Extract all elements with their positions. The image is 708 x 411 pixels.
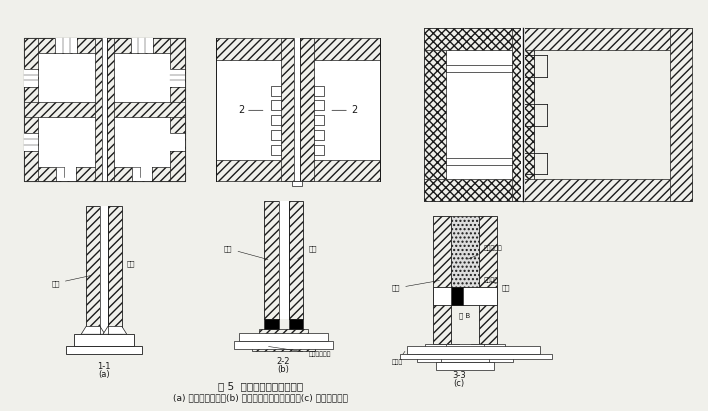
Bar [23, 166, 185, 181]
Bar [100, 206, 108, 334]
Bar [314, 115, 324, 125]
Bar [289, 201, 304, 319]
Bar [57, 166, 76, 181]
Bar [171, 69, 185, 87]
Bar [74, 334, 134, 346]
Bar [171, 38, 185, 181]
Text: 水泥砂浆垫层: 水泥砂浆垫层 [268, 346, 331, 357]
Bar [433, 216, 451, 344]
Text: 1-1: 1-1 [97, 362, 110, 371]
Bar [252, 340, 315, 351]
Bar [270, 115, 280, 125]
Bar [406, 346, 539, 354]
Text: 2: 2 [238, 105, 244, 115]
Bar [278, 201, 289, 319]
Text: 图 5  基础沉降缝的处理方案: 图 5 基础沉降缝的处理方案 [218, 381, 303, 392]
Bar [216, 159, 379, 181]
Text: 挑梁基础: 挑梁基础 [467, 277, 499, 294]
Bar [55, 38, 77, 53]
Text: 双墙: 双墙 [491, 281, 510, 291]
Bar [523, 28, 692, 50]
Text: 砖砌填充墙: 砖砌填充墙 [468, 246, 503, 259]
Text: 双墙: 双墙 [392, 280, 440, 291]
Bar [295, 38, 300, 181]
Bar [23, 102, 185, 117]
Bar [446, 344, 484, 354]
Bar [131, 38, 153, 53]
Bar [399, 354, 552, 359]
Bar [239, 333, 329, 341]
Text: 3-3: 3-3 [452, 371, 466, 380]
Bar [258, 329, 309, 340]
Bar [67, 346, 142, 354]
Bar [436, 362, 494, 370]
Bar [234, 341, 333, 349]
Bar [270, 100, 280, 110]
Bar [23, 133, 38, 151]
Bar [424, 28, 534, 50]
Bar [132, 166, 152, 181]
Bar [418, 354, 467, 362]
Bar [441, 354, 489, 362]
Bar [23, 38, 185, 53]
Bar [102, 38, 107, 181]
Text: 缝 B: 缝 B [459, 312, 471, 319]
Text: 2-2: 2-2 [277, 357, 290, 366]
Text: 双墙: 双墙 [117, 260, 135, 273]
Bar [523, 179, 692, 201]
Bar [289, 319, 304, 329]
Bar [314, 145, 324, 155]
Polygon shape [103, 326, 127, 334]
Bar [314, 130, 324, 140]
Bar [280, 38, 295, 181]
Bar [107, 38, 114, 181]
Bar [23, 38, 185, 181]
Text: 双柱: 双柱 [298, 245, 317, 259]
Text: (a) 双墙基础方案；(b) 双柱交叉梁判基础方案；(c) 挑梁基础方案: (a) 双墙基础方案；(b) 双柱交叉梁判基础方案；(c) 挑梁基础方案 [173, 393, 348, 402]
Bar [424, 28, 534, 201]
Text: 2: 2 [351, 105, 357, 115]
Bar [314, 100, 324, 110]
Bar [314, 85, 324, 95]
Bar [86, 206, 100, 334]
Text: 水平缝: 水平缝 [392, 351, 405, 365]
Bar [216, 38, 379, 181]
Bar [451, 287, 463, 305]
Text: (b): (b) [278, 365, 290, 374]
Bar [426, 344, 459, 354]
Bar [108, 206, 122, 334]
Bar [216, 38, 379, 60]
Bar [270, 130, 280, 140]
Bar [463, 354, 513, 362]
Bar [263, 201, 278, 319]
Bar [292, 181, 302, 186]
Bar [479, 216, 497, 344]
Bar [471, 344, 505, 354]
Bar [424, 179, 534, 201]
Bar [433, 287, 497, 305]
Polygon shape [81, 326, 105, 334]
Bar [512, 28, 534, 201]
Text: 双墙: 双墙 [52, 276, 91, 286]
Bar [451, 216, 479, 290]
Text: 双柱: 双柱 [224, 245, 268, 259]
Bar [270, 145, 280, 155]
Text: (c): (c) [454, 379, 464, 388]
Bar [95, 38, 102, 181]
Bar [270, 85, 280, 95]
Bar [23, 38, 38, 181]
Bar [23, 69, 38, 87]
Bar [263, 319, 278, 329]
Bar [520, 28, 525, 201]
Bar [424, 28, 446, 201]
Bar [300, 38, 314, 181]
Text: (a): (a) [98, 370, 110, 379]
Bar [670, 28, 692, 201]
Bar [171, 133, 185, 151]
